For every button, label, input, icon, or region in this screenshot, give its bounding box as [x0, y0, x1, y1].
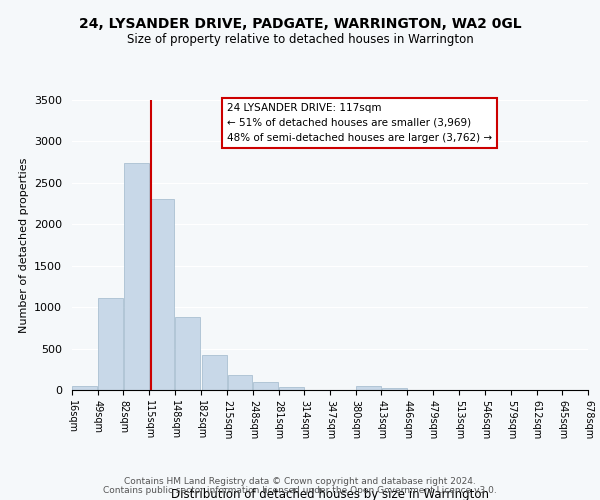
- Bar: [124, 163, 149, 390]
- Text: 24 LYSANDER DRIVE: 117sqm
← 51% of detached houses are smaller (3,969)
48% of se: 24 LYSANDER DRIVE: 117sqm ← 51% of detac…: [227, 103, 492, 142]
- Text: Contains public sector information licensed under the Open Government Licence v3: Contains public sector information licen…: [103, 486, 497, 495]
- Bar: [175, 317, 200, 390]
- Bar: [73, 386, 97, 390]
- Y-axis label: Number of detached properties: Number of detached properties: [19, 158, 29, 332]
- Bar: [98, 298, 123, 390]
- Text: Size of property relative to detached houses in Warrington: Size of property relative to detached ho…: [127, 32, 473, 46]
- Bar: [279, 387, 304, 390]
- Bar: [382, 388, 407, 390]
- Text: Contains HM Land Registry data © Crown copyright and database right 2024.: Contains HM Land Registry data © Crown c…: [124, 477, 476, 486]
- Bar: [149, 200, 175, 390]
- Bar: [227, 374, 253, 390]
- Bar: [253, 382, 278, 390]
- Text: 24, LYSANDER DRIVE, PADGATE, WARRINGTON, WA2 0GL: 24, LYSANDER DRIVE, PADGATE, WARRINGTON,…: [79, 18, 521, 32]
- X-axis label: Distribution of detached houses by size in Warrington: Distribution of detached houses by size …: [171, 488, 489, 500]
- Bar: [356, 386, 381, 390]
- Bar: [202, 355, 227, 390]
